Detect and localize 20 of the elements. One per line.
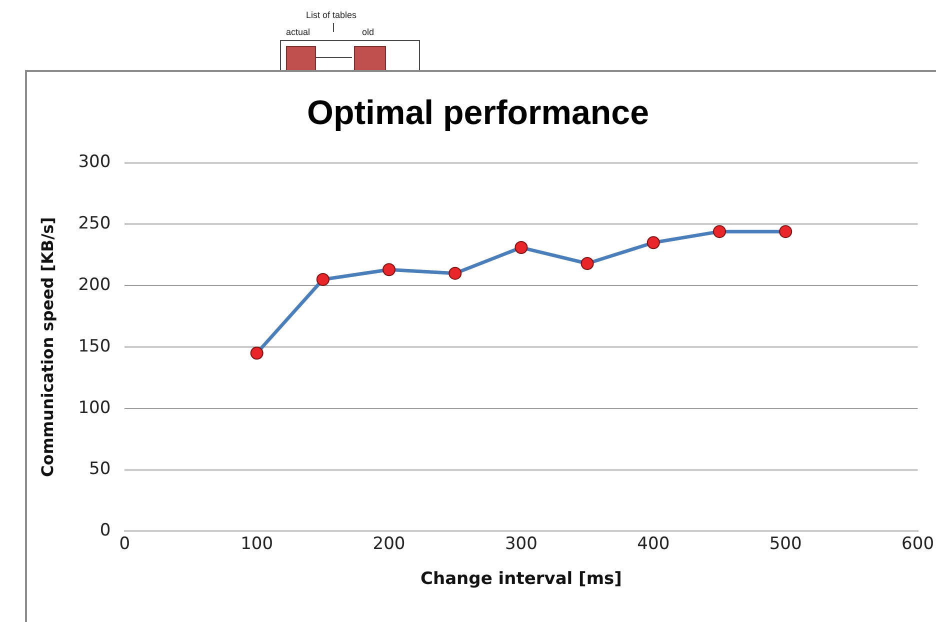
x-axis-title: Change interval [ms] — [420, 569, 622, 590]
x-tick-label: 300 — [504, 534, 538, 554]
text: old — [362, 27, 374, 37]
x-tick-label: 200 — [372, 534, 406, 554]
text: List of tables — [306, 10, 357, 20]
y-tick-label: 100 — [78, 398, 111, 418]
y-tick-label: 250 — [78, 214, 111, 234]
y-tick-label: 150 — [78, 336, 111, 356]
chart-title: Optimal performance — [307, 94, 649, 132]
text: actual — [286, 27, 310, 37]
x-tick-label: 0 — [119, 534, 130, 554]
x-tick-label: 600 — [902, 534, 934, 554]
x-tick-label: 100 — [240, 534, 274, 554]
y-tick-label: 300 — [78, 152, 111, 172]
x-tick-label: 400 — [637, 534, 670, 554]
x-tick-label: 500 — [769, 534, 802, 554]
y-tick-label: 200 — [78, 275, 111, 296]
y-axis-title: Communication speed [KB/s] — [38, 217, 57, 477]
y-tick-label: 0 — [100, 520, 111, 541]
y-tick-label: 50 — [89, 459, 111, 480]
